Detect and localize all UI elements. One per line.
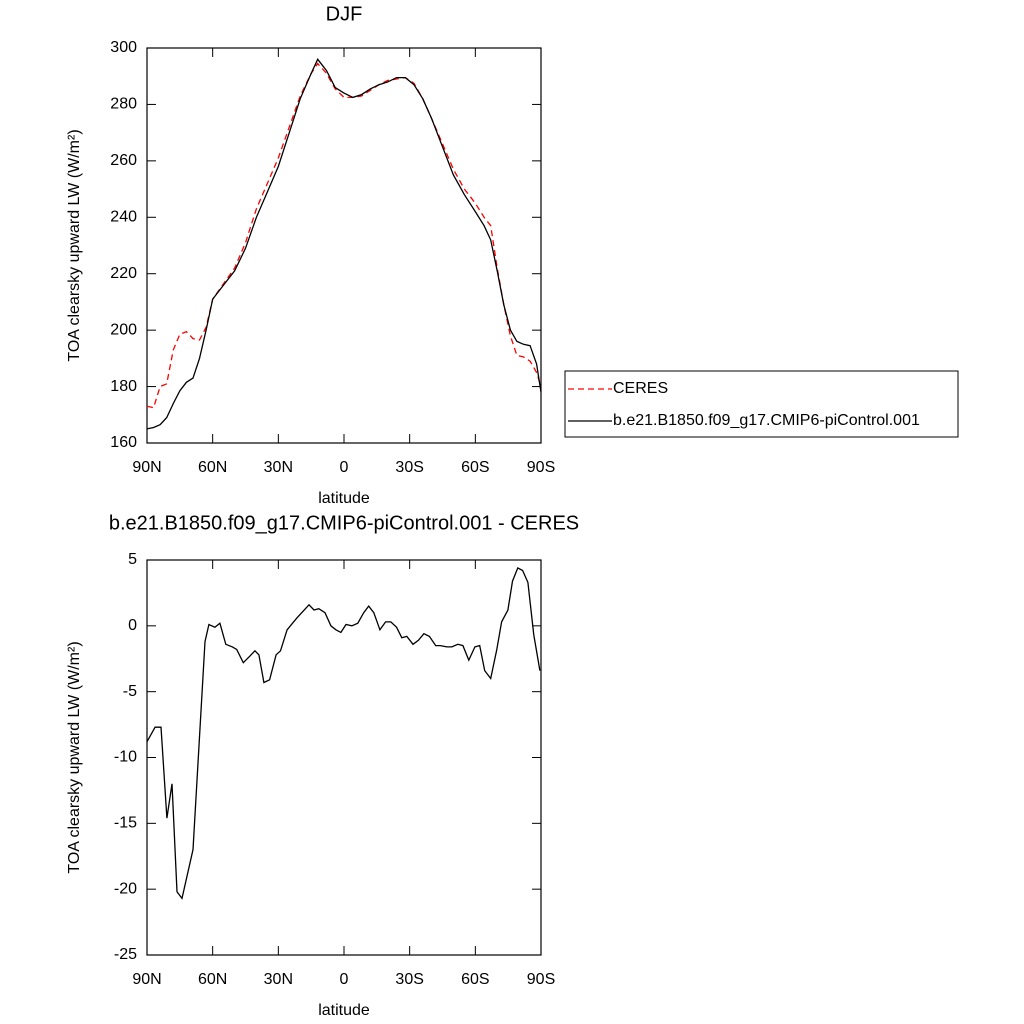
- x-tick-label: 90N: [132, 459, 161, 476]
- x-axis-label: latitude: [318, 1002, 370, 1019]
- x-tick-label: 60N: [198, 971, 227, 988]
- y-axis-label: TOA clearsky upward LW (W/m²): [66, 641, 83, 873]
- y-tick-label: 160: [110, 434, 137, 451]
- data-line: [146, 566, 541, 900]
- x-tick-label: 30N: [264, 971, 293, 988]
- y-tick-label: -10: [114, 749, 137, 766]
- chart-title: b.e21.B1850.f09_g17.CMIP6-piControl.001 …: [109, 512, 579, 534]
- y-axis-label: TOA clearsky upward LW (W/m²): [66, 129, 83, 361]
- plot-frame: [146, 559, 542, 956]
- y-tick-label: 180: [110, 378, 137, 395]
- y-tick-label: 300: [110, 39, 137, 56]
- y-tick-label: -20: [114, 880, 137, 897]
- y-tick-label: 280: [110, 96, 137, 113]
- legend-label: CERES: [613, 380, 668, 397]
- x-tick-label: 30N: [264, 459, 293, 476]
- x-tick-label: 90S: [527, 971, 555, 988]
- y-tick-label: 240: [110, 209, 137, 226]
- legend-box: [564, 370, 959, 438]
- x-tick-label: 90S: [527, 459, 555, 476]
- x-tick-label: 90N: [132, 971, 161, 988]
- y-tick-label: -5: [123, 683, 137, 700]
- y-tick-label: 260: [110, 152, 137, 169]
- x-tick-label: 60S: [461, 971, 489, 988]
- plot-frame: [146, 47, 542, 444]
- y-tick-label: 5: [128, 551, 137, 568]
- x-tick-label: 60S: [461, 459, 489, 476]
- y-tick-label: 0: [128, 617, 137, 634]
- x-tick-label: 60N: [198, 459, 227, 476]
- y-tick-label: -15: [114, 815, 137, 832]
- chart-title: DJF: [326, 3, 363, 25]
- y-tick-label: -25: [114, 946, 137, 963]
- x-tick-label: 0: [340, 971, 349, 988]
- x-axis-label: latitude: [318, 490, 370, 507]
- x-tick-label: 30S: [395, 459, 423, 476]
- y-tick-label: 220: [110, 265, 137, 282]
- x-tick-label: 0: [340, 459, 349, 476]
- x-tick-label: 30S: [395, 971, 423, 988]
- legend-label: b.e21.B1850.f09_g17.CMIP6-piControl.001: [613, 412, 920, 429]
- data-line: [146, 58, 542, 430]
- y-tick-label: 200: [110, 321, 137, 338]
- data-line: [146, 62, 542, 409]
